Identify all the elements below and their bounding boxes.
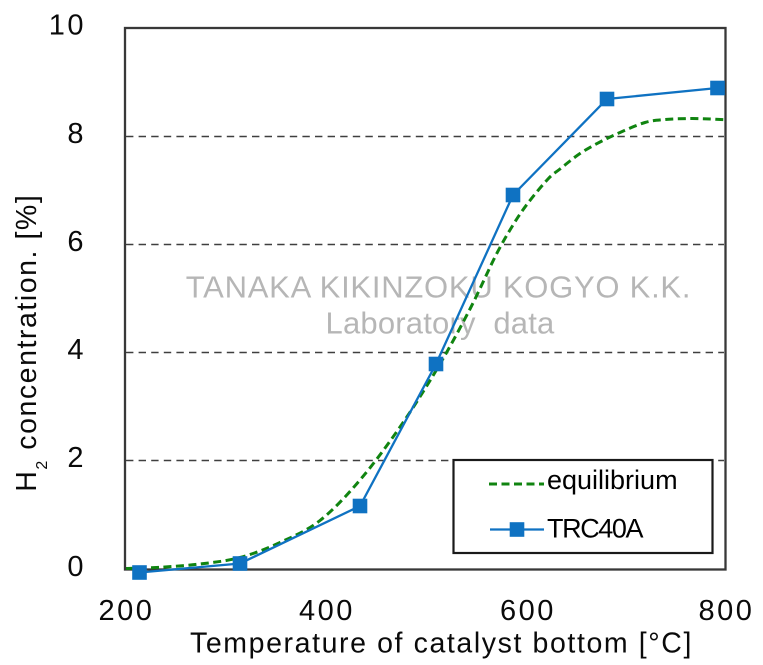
svg-text:Laboratory data: Laboratory data [326, 306, 556, 341]
svg-text:TANAKA KIKINZOKU KOGYO K.K.: TANAKA KIKINZOKU KOGYO K.K. [186, 270, 691, 305]
svg-text:equilibrium: equilibrium [547, 465, 678, 495]
svg-text:600: 600 [500, 595, 556, 627]
svg-text:10: 10 [49, 10, 86, 42]
svg-text:6: 6 [67, 226, 86, 258]
svg-text:200: 200 [99, 595, 155, 627]
svg-text:TRC40A: TRC40A [547, 514, 644, 544]
svg-text:8: 8 [67, 118, 86, 150]
svg-text:400: 400 [299, 595, 355, 627]
svg-text:2: 2 [67, 442, 86, 474]
svg-text:4: 4 [67, 334, 86, 366]
svg-text:800: 800 [699, 595, 755, 627]
svg-text:Temperature of catalyst bottom: Temperature of catalyst bottom [°C] [190, 628, 693, 660]
svg-text:0: 0 [67, 551, 86, 583]
